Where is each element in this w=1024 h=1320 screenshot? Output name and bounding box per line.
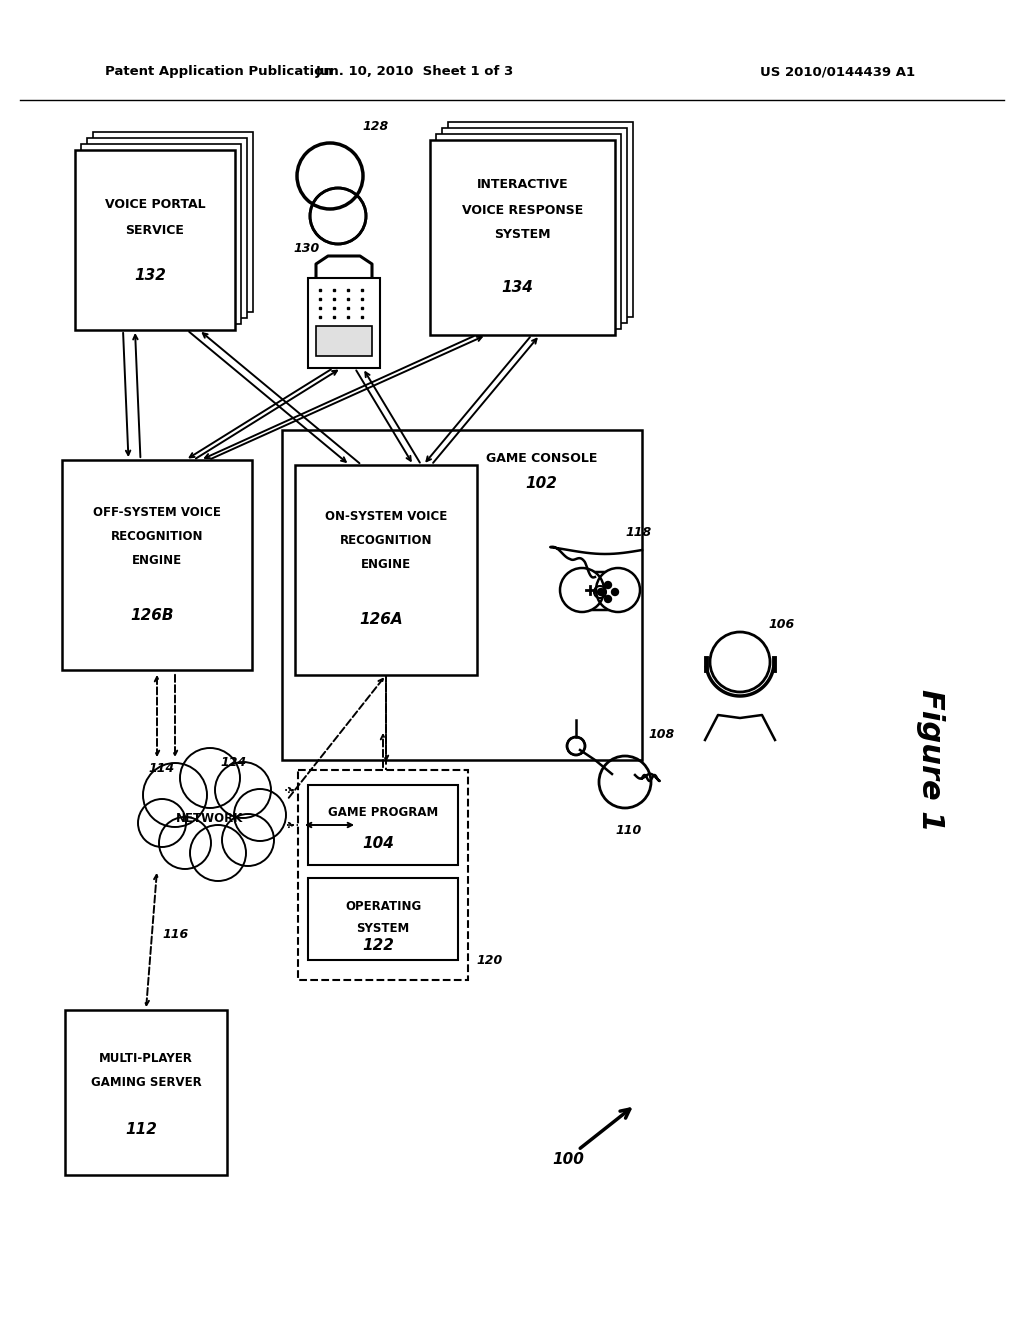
Text: 102: 102 xyxy=(525,475,557,491)
Text: OPERATING: OPERATING xyxy=(345,899,421,912)
Text: RECOGNITION: RECOGNITION xyxy=(340,535,432,548)
Text: 132: 132 xyxy=(134,268,166,282)
Text: 120: 120 xyxy=(476,953,502,966)
Text: OFF-SYSTEM VOICE: OFF-SYSTEM VOICE xyxy=(93,506,221,519)
Text: 114: 114 xyxy=(148,762,174,775)
Circle shape xyxy=(596,568,640,612)
Text: 110: 110 xyxy=(615,824,641,837)
Circle shape xyxy=(310,187,366,244)
Text: ENGINE: ENGINE xyxy=(132,553,182,566)
Text: 124: 124 xyxy=(220,755,246,768)
Text: RECOGNITION: RECOGNITION xyxy=(111,529,203,543)
Text: 100: 100 xyxy=(552,1152,584,1167)
FancyBboxPatch shape xyxy=(62,459,252,671)
Circle shape xyxy=(180,748,240,808)
Text: US 2010/0144439 A1: US 2010/0144439 A1 xyxy=(760,66,915,78)
Text: 106: 106 xyxy=(768,619,795,631)
FancyBboxPatch shape xyxy=(75,150,234,330)
Text: VOICE RESPONSE: VOICE RESPONSE xyxy=(462,203,583,216)
Text: GAME PROGRAM: GAME PROGRAM xyxy=(328,807,438,820)
Circle shape xyxy=(138,799,186,847)
Text: 118: 118 xyxy=(625,527,651,540)
Text: GAMING SERVER: GAMING SERVER xyxy=(91,1076,202,1089)
FancyBboxPatch shape xyxy=(308,785,458,865)
Circle shape xyxy=(234,789,286,841)
Circle shape xyxy=(567,737,585,755)
FancyBboxPatch shape xyxy=(282,430,642,760)
Circle shape xyxy=(143,763,207,828)
Text: 130: 130 xyxy=(293,242,319,255)
Text: GAME CONSOLE: GAME CONSOLE xyxy=(485,451,597,465)
Text: MULTI-PLAYER: MULTI-PLAYER xyxy=(99,1052,193,1064)
Text: ON-SYSTEM VOICE: ON-SYSTEM VOICE xyxy=(325,511,447,524)
Text: INTERACTIVE: INTERACTIVE xyxy=(477,178,568,191)
Text: 126B: 126B xyxy=(130,607,174,623)
Circle shape xyxy=(159,817,211,869)
Text: 128: 128 xyxy=(362,120,388,132)
FancyBboxPatch shape xyxy=(81,144,241,323)
FancyBboxPatch shape xyxy=(449,121,633,317)
Circle shape xyxy=(190,825,246,880)
Circle shape xyxy=(604,595,611,602)
FancyBboxPatch shape xyxy=(442,128,627,323)
Text: 134: 134 xyxy=(502,281,534,296)
FancyBboxPatch shape xyxy=(308,279,380,368)
FancyBboxPatch shape xyxy=(87,139,247,318)
FancyBboxPatch shape xyxy=(298,770,468,979)
FancyBboxPatch shape xyxy=(430,140,615,335)
Text: 108: 108 xyxy=(648,729,674,742)
Circle shape xyxy=(611,589,618,595)
Circle shape xyxy=(215,762,271,818)
Text: Patent Application Publication: Patent Application Publication xyxy=(105,66,333,78)
FancyBboxPatch shape xyxy=(436,135,621,329)
Text: SYSTEM: SYSTEM xyxy=(495,228,551,242)
Circle shape xyxy=(560,568,604,612)
Text: 116: 116 xyxy=(162,928,188,941)
Text: Figure 1: Figure 1 xyxy=(915,689,944,832)
Text: VOICE PORTAL: VOICE PORTAL xyxy=(104,198,206,211)
FancyBboxPatch shape xyxy=(93,132,253,312)
FancyBboxPatch shape xyxy=(295,465,477,675)
Text: ENGINE: ENGINE xyxy=(360,558,411,572)
Text: 112: 112 xyxy=(125,1122,157,1138)
Text: Jun. 10, 2010  Sheet 1 of 3: Jun. 10, 2010 Sheet 1 of 3 xyxy=(315,66,514,78)
Circle shape xyxy=(222,814,274,866)
Text: 122: 122 xyxy=(362,939,394,953)
Circle shape xyxy=(597,589,604,595)
FancyBboxPatch shape xyxy=(316,326,372,356)
Text: 126A: 126A xyxy=(359,612,402,627)
Text: 104: 104 xyxy=(362,836,394,850)
Text: SERVICE: SERVICE xyxy=(126,223,184,236)
FancyBboxPatch shape xyxy=(65,1010,227,1175)
FancyBboxPatch shape xyxy=(577,572,623,610)
Text: SYSTEM: SYSTEM xyxy=(356,921,410,935)
FancyBboxPatch shape xyxy=(308,878,458,960)
Text: NETWORK: NETWORK xyxy=(176,812,244,825)
Circle shape xyxy=(604,582,611,589)
